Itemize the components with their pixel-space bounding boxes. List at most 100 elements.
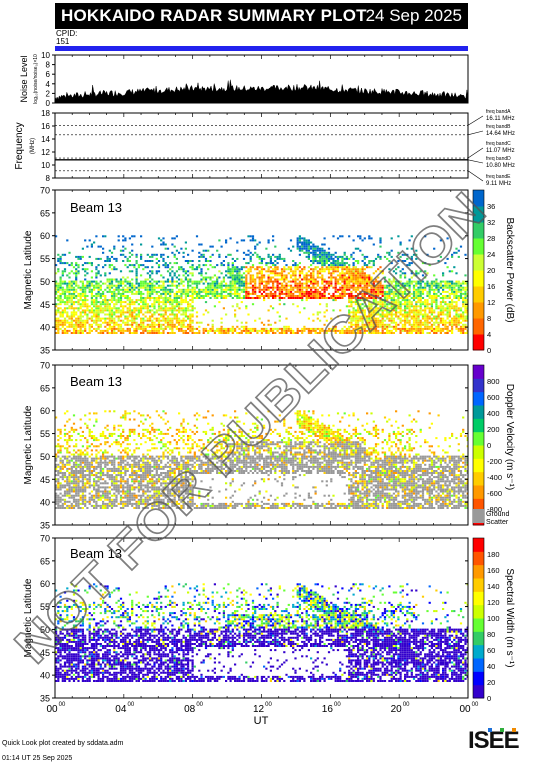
power-cell [296, 297, 299, 299]
power-cell [280, 257, 284, 260]
power-cell [415, 321, 418, 324]
power-cell [312, 262, 315, 265]
power-cell [59, 282, 62, 285]
power-cell [209, 260, 212, 262]
velocity-cell [59, 447, 62, 450]
velocity-cell [115, 488, 118, 491]
power-cell [229, 253, 232, 256]
power-cell [95, 309, 98, 312]
velocity-cell [61, 486, 64, 489]
power-cell [289, 297, 293, 299]
power-cell [276, 255, 279, 258]
velocity-cell [63, 435, 67, 437]
velocity-cell [104, 498, 107, 501]
power-cell [95, 286, 98, 289]
power-cell [171, 307, 174, 310]
velocity-cell [113, 457, 116, 460]
power-cell [301, 270, 304, 273]
power-cell [222, 290, 225, 293]
power-cell [81, 319, 84, 322]
velocity-cell [66, 443, 69, 446]
power-cell [81, 284, 84, 287]
power-cell [242, 290, 246, 293]
power-cell [310, 260, 313, 262]
power-cell [453, 309, 456, 312]
velocity-cell [93, 484, 96, 487]
power-cell [81, 247, 84, 250]
power-cell [312, 280, 315, 283]
power-cell [162, 253, 165, 256]
power-cell [213, 292, 216, 295]
power-cell [213, 280, 216, 283]
power-cell [193, 290, 196, 293]
power-cell [399, 276, 402, 279]
power-cell [151, 260, 154, 262]
power-cell [77, 321, 80, 324]
power-cell [401, 297, 404, 299]
power-cell [213, 266, 216, 269]
power-cell [343, 266, 346, 269]
power-cell [381, 327, 384, 330]
power-cell [256, 286, 259, 289]
power-cell [435, 297, 438, 299]
power-cell [202, 278, 205, 281]
power-cell [137, 299, 140, 302]
power-cell [184, 307, 187, 310]
power-cell [254, 290, 257, 293]
power-cell [97, 282, 100, 285]
power-cell [149, 319, 152, 322]
power-cell [218, 327, 221, 330]
velocity-cell [77, 488, 80, 491]
power-cell [79, 292, 82, 295]
power-cell [234, 266, 237, 269]
power-cell [395, 327, 398, 330]
power-cell [339, 292, 342, 295]
power-cell [303, 286, 306, 289]
power-cell [314, 332, 317, 334]
power-cell [314, 257, 317, 260]
power-cell [278, 272, 281, 275]
power-cell [453, 251, 456, 254]
power-cell [180, 290, 183, 293]
power-cell [99, 280, 102, 283]
power-cell [339, 282, 342, 285]
power-cell [381, 288, 384, 291]
power-cell [354, 274, 357, 277]
velocity-cell [81, 445, 84, 448]
power-cell [417, 286, 420, 289]
power-cell [348, 284, 351, 287]
power-cell [220, 262, 223, 265]
power-cell [348, 329, 351, 332]
power-cell [254, 239, 257, 242]
velocity-cell [79, 494, 82, 497]
power-cell [363, 325, 366, 328]
power-cell [314, 251, 317, 254]
power-cell [336, 257, 340, 260]
velocity-cell [117, 502, 120, 505]
power-cell [410, 329, 413, 332]
power-cell [314, 282, 317, 285]
power-cell [131, 253, 134, 256]
velocity-cell [90, 457, 93, 460]
velocity-cell [66, 478, 69, 481]
power-cell [269, 278, 272, 281]
power-cell [285, 276, 288, 279]
power-cell [258, 297, 261, 299]
power-cell [294, 274, 297, 277]
power-cell [390, 301, 393, 304]
power-cell [146, 286, 149, 289]
velocity-cell [117, 465, 120, 468]
velocity-cell [104, 490, 107, 493]
power-cell [377, 255, 380, 258]
power-cell [242, 286, 246, 289]
power-cell [77, 307, 80, 310]
power-cell [312, 319, 315, 322]
power-cell [314, 297, 317, 299]
power-cell [146, 266, 149, 269]
power-cell [372, 329, 375, 332]
power-cell [325, 305, 328, 308]
power-cell [220, 288, 223, 291]
power-cell [332, 292, 335, 295]
power-cell [381, 290, 384, 293]
power-cell [464, 299, 467, 302]
